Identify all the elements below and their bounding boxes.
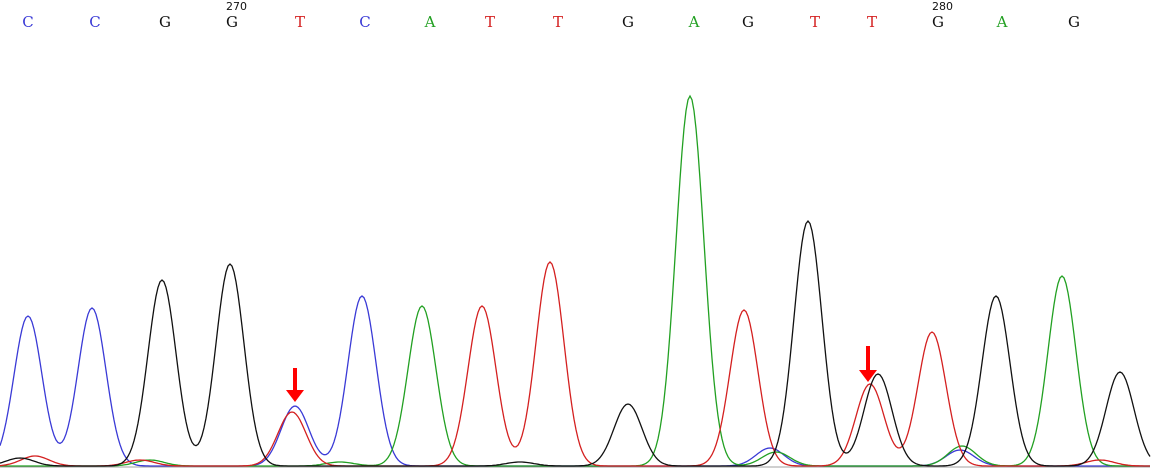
base-call-1: C [89,13,100,31]
mutation-arrow-0 [286,368,304,402]
trace-G [0,219,1151,467]
trace-A [0,94,1150,467]
base-call-8: T [553,13,563,31]
position-label-280: 280 [932,0,953,13]
base-call-5: C [359,13,370,31]
base-call-6: A [424,13,436,31]
base-call-14: G [932,13,944,31]
position-labels: 270 280 [226,0,953,13]
base-call-7: T [485,13,495,31]
base-call-10: A [688,13,700,31]
position-label-270: 270 [226,0,247,13]
trace-group [0,94,1151,468]
mutation-arrows [286,346,877,402]
base-call-0: C [22,13,33,31]
mutation-arrow-1 [859,346,877,382]
trace-T [0,261,1150,467]
base-call-11: G [742,13,754,31]
base-call-13: T [867,13,877,31]
base-call-12: T [810,13,820,31]
base-call-16: G [1068,13,1080,31]
base-call-15: A [996,13,1008,31]
base-call-3: G [226,13,238,31]
base-call-4: T [295,13,305,31]
base-call-9: G [622,13,634,31]
base-call-2: G [159,13,171,31]
